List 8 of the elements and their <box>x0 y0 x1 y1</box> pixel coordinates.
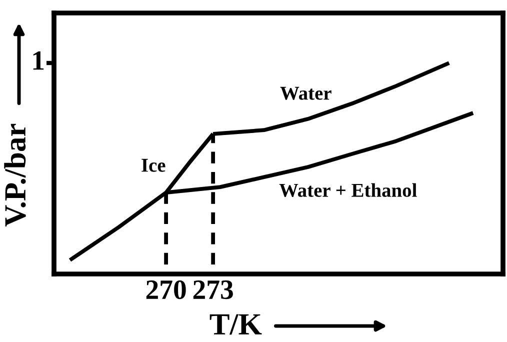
series-label: Ice <box>142 158 166 172</box>
x-tick-label: 270 <box>146 280 186 300</box>
y-axis-title: V.P./bar <box>4 124 26 226</box>
text: 1 <box>33 51 44 70</box>
x-tick-label: 273 <box>193 280 233 300</box>
series-label: Water + Ethanol <box>279 183 417 198</box>
x-axis-title: T/K <box>210 314 262 335</box>
series-label: Water <box>280 86 332 100</box>
